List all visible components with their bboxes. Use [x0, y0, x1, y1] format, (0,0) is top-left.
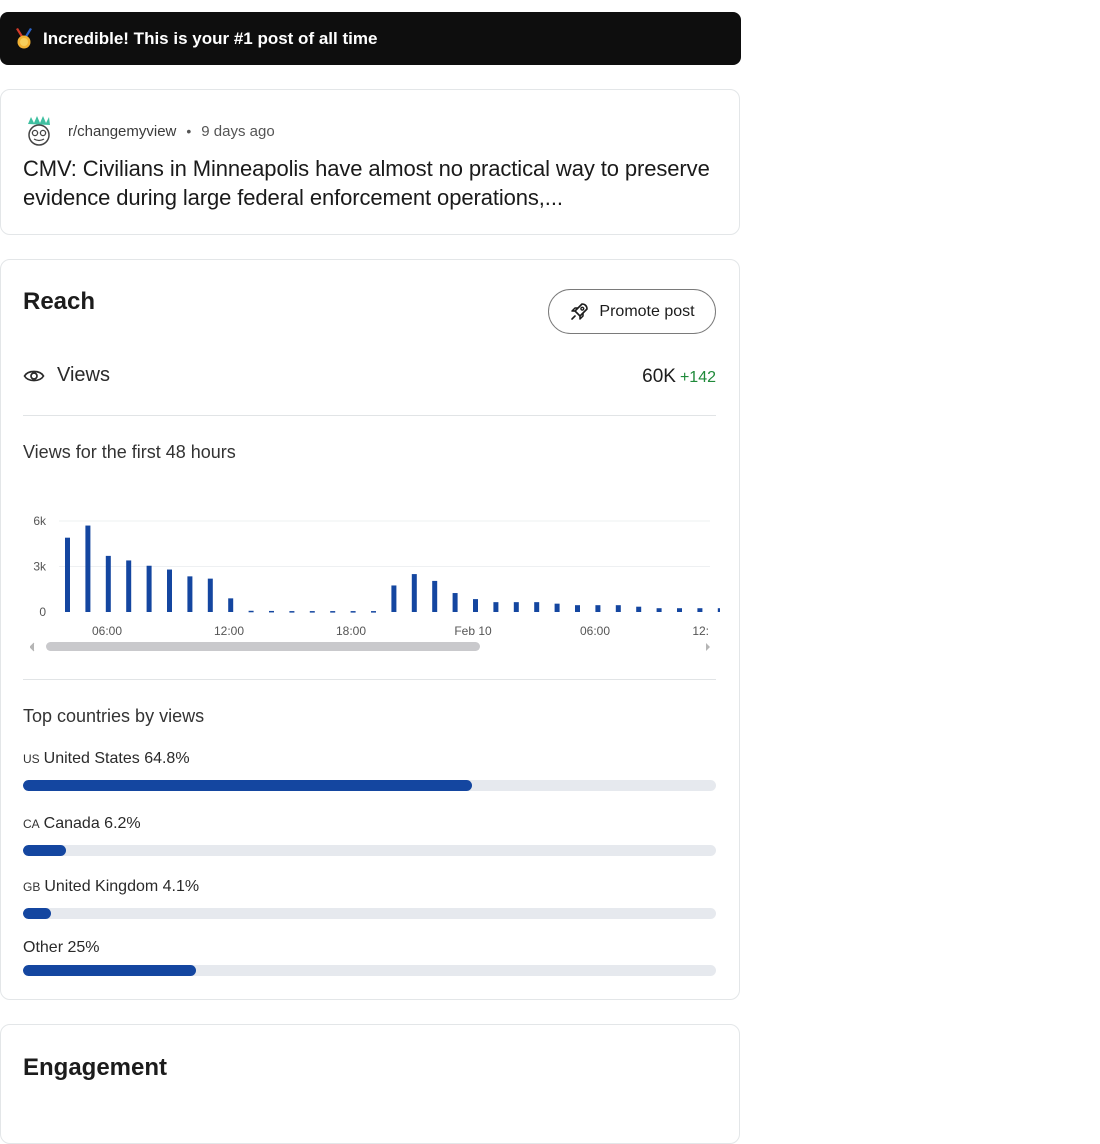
chart-bar — [656, 608, 662, 612]
banner-text: Incredible! This is your #1 post of all … — [43, 28, 378, 48]
chart-bar — [493, 602, 499, 612]
country-percent: 4.1% — [162, 878, 200, 895]
chart-bar — [513, 602, 519, 612]
country-percent: 25% — [67, 939, 100, 956]
country-name: Canada — [43, 815, 100, 832]
views-label-group: Views — [23, 364, 110, 387]
post-meta: r/changemyview • 9 days ago — [22, 114, 275, 148]
chart-bar — [595, 605, 601, 612]
chart-bar — [534, 602, 540, 612]
engagement-heading: Engagement — [23, 1054, 168, 1081]
views-bar-chart[interactable]: 6k 3k 0 06:00 12:00 18:00 Feb 10 06:00 12: — [20, 500, 720, 640]
country-name: United States — [43, 750, 140, 767]
countries-heading: Top countries by views — [23, 706, 205, 726]
scrollbar-thumb[interactable] — [46, 642, 480, 651]
engagement-card — [0, 1024, 740, 1144]
chart-bar — [126, 560, 132, 612]
reach-card — [0, 259, 740, 1000]
country-bar-fill — [23, 780, 473, 791]
chart-bar — [473, 599, 478, 612]
chart-bar — [391, 585, 397, 612]
country-bar-fill — [23, 845, 66, 856]
chart-bar — [615, 605, 621, 612]
views-delta: +142 — [679, 369, 716, 386]
top-post-banner: Incredible! This is your #1 post of all … — [0, 12, 741, 65]
promote-post-button[interactable]: Promote post — [548, 289, 716, 334]
rocket-icon — [571, 302, 589, 320]
country-percent: 64.8% — [144, 750, 190, 767]
country-percent: 6.2% — [104, 815, 141, 832]
reach-heading: Reach — [23, 288, 96, 315]
chart-bar — [85, 525, 91, 612]
meta-separator: • — [186, 123, 192, 139]
eye-icon — [23, 370, 45, 381]
chart-bar — [371, 611, 376, 613]
x-tick-label: 18:00 — [336, 624, 366, 638]
post-title[interactable]: CMV: Civilians in Minneapolis have almos… — [23, 156, 710, 210]
country-label: US United States 64.8% — [23, 750, 190, 768]
chart-bar — [105, 555, 111, 612]
x-tick-label: 06:00 — [92, 624, 122, 638]
y-tick-label: 0 — [39, 605, 46, 619]
medal-icon — [16, 27, 32, 48]
chart-bar — [248, 610, 254, 613]
country-bar-fill — [23, 908, 52, 919]
y-tick-label: 6k — [33, 514, 47, 528]
chart-heading: Views for the first 48 hours — [23, 442, 236, 462]
subreddit-avatar-icon[interactable] — [22, 114, 56, 148]
divider — [23, 679, 716, 680]
country-label: Other 25% — [23, 939, 100, 957]
post-card[interactable] — [0, 89, 740, 235]
chart-bar — [167, 569, 172, 612]
views-value: 60K — [642, 366, 676, 387]
chart-bar — [146, 565, 152, 612]
views-label: Views — [57, 364, 110, 386]
chart-scrollbar[interactable] — [30, 641, 710, 653]
divider — [23, 415, 716, 416]
subreddit-link[interactable]: r/changemyview — [68, 122, 177, 140]
country-name: United Kingdom — [44, 878, 159, 895]
x-tick-label: 12:00 — [214, 624, 244, 638]
post-time: 9 days ago — [201, 122, 275, 140]
chart-bar — [575, 605, 580, 612]
chart-bar — [289, 611, 295, 613]
x-tick-label: 06:00 — [580, 624, 610, 638]
x-tick-label: 12: — [692, 624, 709, 638]
promote-post-label: Promote post — [599, 302, 695, 320]
country-label: GB United Kingdom 4.1% — [23, 878, 199, 896]
chart-bar — [269, 610, 274, 613]
chart-bar — [636, 606, 642, 612]
chart-bar — [411, 574, 417, 612]
country-code: CA — [23, 817, 40, 831]
chart-bar — [309, 611, 315, 613]
views-count: 60K +142 — [642, 366, 716, 388]
chart-bar — [207, 578, 213, 612]
chart-bar — [432, 580, 438, 612]
chart-bar — [187, 576, 193, 612]
chart-bar — [717, 608, 720, 612]
country-code: GB — [23, 880, 41, 894]
country-bar-track — [23, 845, 716, 856]
country-bar-track — [23, 780, 716, 791]
country-bar-fill — [23, 965, 197, 976]
country-name: Other — [23, 939, 64, 956]
country-bar-track — [23, 965, 716, 976]
x-tick-label: Feb 10 — [454, 624, 492, 638]
chart-bar — [452, 593, 458, 612]
chart-bar — [330, 611, 336, 613]
chart-bar — [228, 598, 234, 612]
chart-bar — [677, 608, 682, 612]
country-label: CA Canada 6.2% — [23, 815, 141, 833]
y-tick-label: 3k — [33, 560, 47, 574]
country-code: US — [23, 752, 40, 766]
chart-bar — [65, 537, 70, 612]
views-row: Views 60K +142 — [23, 364, 716, 392]
chart-bar — [554, 603, 560, 612]
chart-bar — [350, 611, 356, 613]
chart-bar — [697, 608, 703, 612]
country-bar-track — [23, 908, 716, 919]
